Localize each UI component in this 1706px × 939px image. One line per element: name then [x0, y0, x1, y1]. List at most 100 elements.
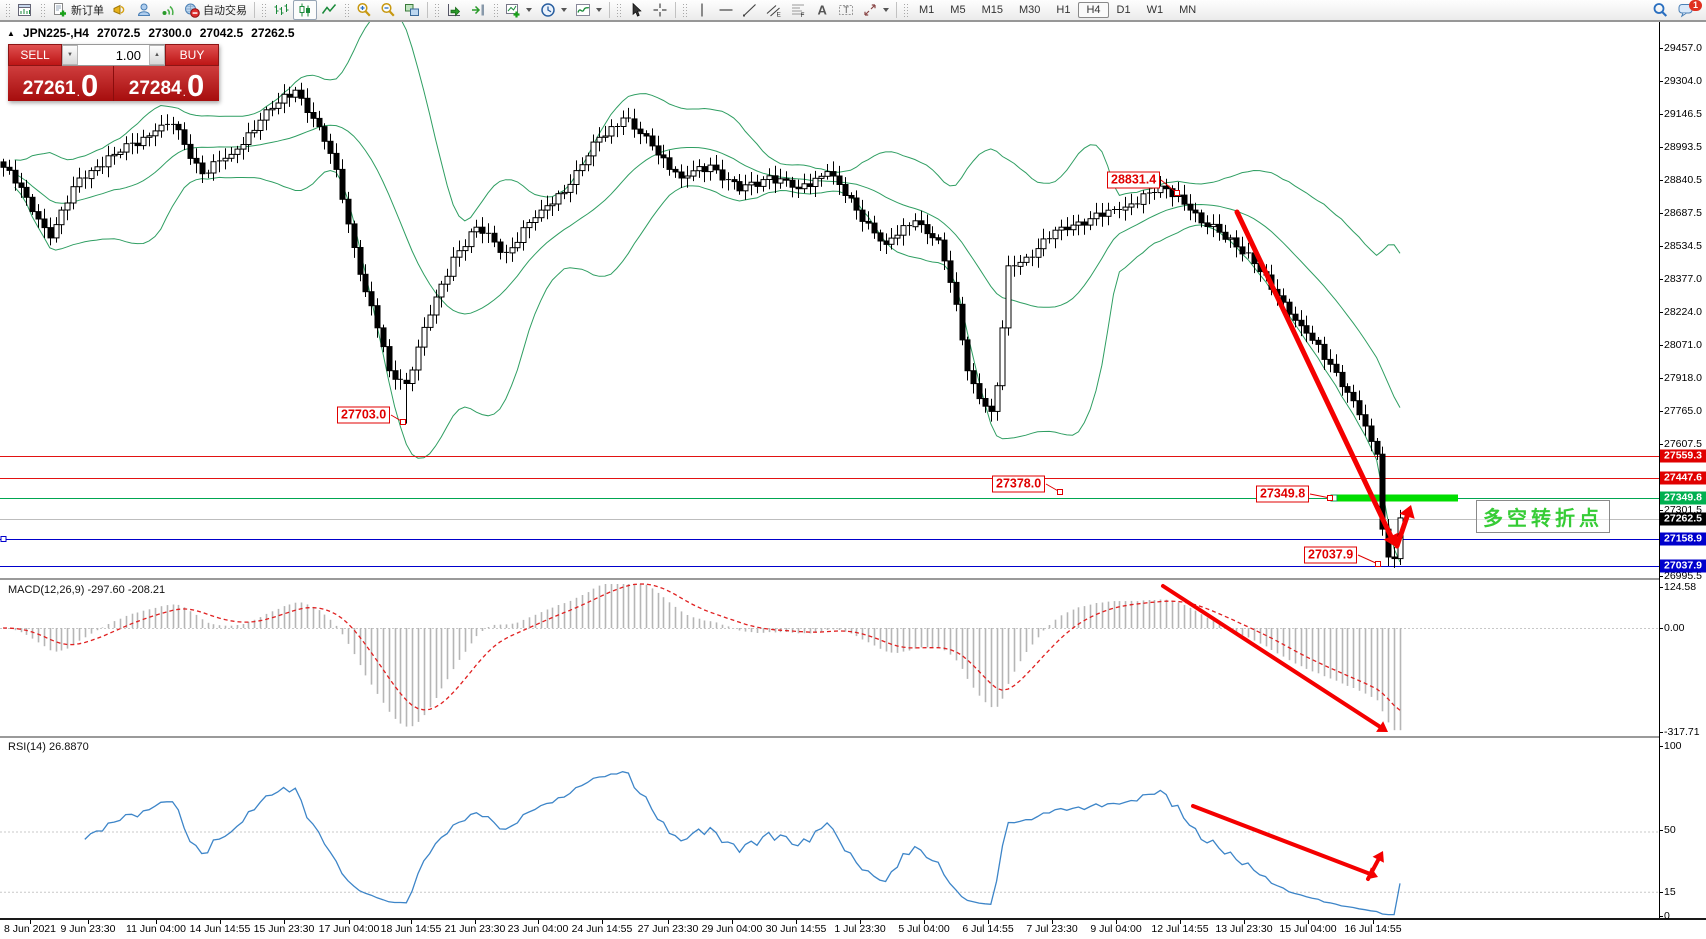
mql5-community-button[interactable]: [132, 0, 156, 20]
crosshair-button[interactable]: [648, 0, 672, 20]
zoom-in-icon: [356, 2, 372, 18]
collapse-marker[interactable]: ▲: [7, 28, 15, 38]
line-anchor: [0, 536, 7, 542]
toolbar-separator: [675, 2, 676, 18]
new-chart-button[interactable]: [501, 0, 536, 20]
macd-signal-line: [2, 583, 1401, 711]
toolbar-separator: [896, 2, 897, 18]
volume-input[interactable]: 1.00: [115, 48, 141, 63]
panel-divider[interactable]: [0, 578, 1659, 580]
horn-icon: [112, 2, 128, 18]
toolbar-grip[interactable]: [434, 2, 439, 18]
horizontal-line-button[interactable]: [714, 0, 738, 20]
toolbar-grip[interactable]: [40, 2, 45, 18]
sell-price[interactable]: 27261. 0: [8, 66, 114, 101]
candlestick-chart-button[interactable]: [293, 0, 317, 20]
trend-arrow[interactable]: [1234, 209, 1394, 539]
trend-arrow[interactable]: [1366, 857, 1381, 881]
sell-button[interactable]: SELL: [8, 44, 62, 66]
chevron-down-icon[interactable]: [561, 8, 567, 12]
cursor-button[interactable]: [624, 0, 648, 20]
tile-windows-button[interactable]: [400, 0, 424, 20]
toolbar-grip[interactable]: [261, 2, 266, 18]
notifications-button[interactable]: 1: [1678, 0, 1702, 18]
rsi-line: [84, 771, 1401, 916]
indicators-button[interactable]: [571, 0, 606, 20]
text-label-button[interactable]: T: [834, 0, 858, 20]
periods-button[interactable]: [536, 0, 571, 20]
line-chart-button[interactable]: [317, 0, 341, 20]
timeframe-h4-button[interactable]: H4: [1078, 2, 1109, 18]
trend-arrows: [1161, 209, 1415, 881]
toolbar-separator: [427, 2, 428, 18]
text-icon: A: [814, 2, 830, 18]
bar-chart-button[interactable]: [269, 0, 293, 20]
signals-button[interactable]: [156, 0, 180, 20]
search-button[interactable]: [1652, 2, 1670, 18]
linechart-icon: [321, 2, 337, 18]
chart-window-button[interactable]: [13, 0, 37, 20]
indicators-icon: [575, 2, 591, 18]
arrows-icon: [862, 2, 878, 18]
fibonacci-button[interactable]: F: [786, 0, 810, 20]
trend-arrow[interactable]: [1191, 804, 1371, 876]
new-order-button-label: 新订单: [71, 5, 104, 17]
toolbar-grip[interactable]: [616, 2, 621, 18]
chevron-down-icon[interactable]: [596, 8, 602, 12]
equidistant-channel-button[interactable]: E: [762, 0, 786, 20]
svg-text:E: E: [777, 12, 782, 19]
timeframe-mn-button[interactable]: MN: [1179, 4, 1197, 16]
toolbar-grip[interactable]: [5, 2, 10, 18]
timeframe-m30-button[interactable]: M30: [1018, 4, 1041, 16]
open-value: 27072.5: [96, 26, 141, 40]
zoom-out-icon: [380, 2, 396, 18]
svg-text:T: T: [844, 5, 850, 15]
timeframe-m5-button[interactable]: M5: [950, 4, 966, 16]
toolbar-grip[interactable]: [344, 2, 349, 18]
alerts-button[interactable]: [108, 0, 132, 20]
autotrading-button-label: 自动交易: [203, 5, 247, 17]
trendline-button[interactable]: [738, 0, 762, 20]
autotrading-button[interactable]: 自动交易: [180, 0, 251, 20]
auto-scroll-button[interactable]: [442, 0, 466, 20]
svg-text:F: F: [801, 12, 805, 18]
toolbar-separator: [609, 2, 610, 18]
timeframe-m1-button[interactable]: M1: [919, 4, 935, 16]
buy-price[interactable]: 27284. 0: [114, 66, 219, 101]
chart-window-icon: [17, 2, 33, 18]
timeframe-h1-button[interactable]: H1: [1056, 4, 1071, 16]
volume-decrease-button[interactable]: ▼: [62, 45, 78, 65]
zoom-out-button[interactable]: [376, 0, 400, 20]
panel-divider[interactable]: [0, 736, 1659, 738]
chevron-down-icon[interactable]: [526, 8, 532, 12]
macd-values: -297.60 -208.21: [87, 584, 166, 596]
timeframe-d1-button[interactable]: D1: [1116, 4, 1131, 16]
timeframe-m15-button[interactable]: M15: [981, 4, 1003, 16]
autoscroll-icon: [446, 2, 462, 18]
toolbar-grip[interactable]: [903, 2, 908, 18]
chevron-down-icon[interactable]: [883, 8, 889, 12]
text-button[interactable]: A: [810, 0, 834, 20]
trend-arrow[interactable]: [1394, 513, 1410, 549]
chart-title: ▲ JPN225-,H4 27072.5 27300.0 27042.5 272…: [7, 26, 295, 40]
vertical-line-button[interactable]: [690, 0, 714, 20]
macd-label: MACD(12,26,9) -297.60 -208.21: [8, 584, 166, 596]
price-label-connectors: [390, 179, 1381, 567]
timeframe-w1-button[interactable]: W1: [1146, 4, 1164, 16]
toolbar-grip[interactable]: [493, 2, 498, 18]
zoom-in-button[interactable]: [352, 0, 376, 20]
toolbar-grip[interactable]: [682, 2, 687, 18]
candles: [0, 82, 1404, 568]
volume-increase-button[interactable]: ▲: [149, 45, 165, 65]
new-chart-icon: [505, 2, 521, 18]
new-order-button[interactable]: 新订单: [48, 0, 108, 20]
buy-button[interactable]: BUY: [165, 44, 219, 66]
arrows-button[interactable]: [858, 0, 893, 20]
symbol-period-label: JPN225-,H4: [22, 26, 89, 40]
chart-shift-button[interactable]: [466, 0, 490, 20]
trend-arrow[interactable]: [1161, 584, 1382, 729]
candles-icon: [297, 2, 313, 18]
close-value: 27262.5: [251, 26, 295, 40]
signals-icon: [160, 2, 176, 18]
